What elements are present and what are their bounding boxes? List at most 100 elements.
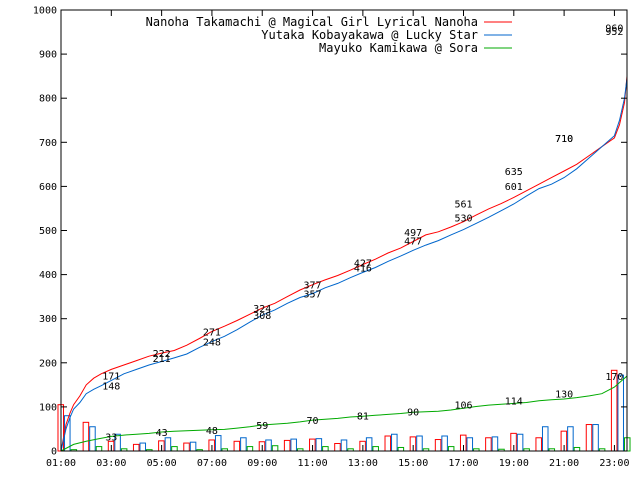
data-label: 106 <box>454 400 472 411</box>
data-label: 70 <box>307 416 319 427</box>
data-label: 601 <box>505 182 523 193</box>
data-label: 324 <box>253 304 271 315</box>
data-label: 416 <box>354 264 372 275</box>
y-tick-label: 900 <box>39 50 57 61</box>
data-label: 357 <box>304 290 322 301</box>
hourly-bar <box>265 439 272 452</box>
hourly-bar <box>290 438 297 452</box>
data-label: 114 <box>505 397 523 408</box>
hourly-bar <box>240 437 247 452</box>
hourly-bar <box>384 435 392 452</box>
x-tick-label: 01:00 <box>46 458 76 469</box>
data-label: 59 <box>256 421 268 432</box>
y-tick-label: 600 <box>39 182 57 193</box>
x-tick-label: 23:00 <box>599 458 629 469</box>
hourly-bar <box>334 443 341 452</box>
data-label: 497 <box>404 228 422 239</box>
legend-label: Nanoha Takamachi @ Magical Girl Lyrical … <box>146 15 478 29</box>
hourly-bar <box>322 446 329 452</box>
lines-layer <box>60 76 628 452</box>
data-label: 222 <box>153 349 171 360</box>
x-tick-label: 19:00 <box>499 458 529 469</box>
hourly-bar <box>283 439 291 452</box>
legend-label: Yutaka Kobayakawa @ Lucky Star <box>261 28 478 42</box>
hourly-bar <box>447 446 455 452</box>
hourly-bar <box>391 433 398 452</box>
y-tick-label: 500 <box>39 226 57 237</box>
hourly-bar <box>491 436 499 452</box>
data-label: 561 <box>454 200 472 211</box>
y-tick-label: 1000 <box>33 6 57 17</box>
hourly-bar <box>340 439 348 452</box>
hourly-bar <box>416 435 423 452</box>
x-tick-label: 07:00 <box>197 458 227 469</box>
hourly-bar <box>271 445 279 452</box>
y-tick-label: 700 <box>39 138 57 149</box>
x-tick-label: 15:00 <box>398 458 428 469</box>
y-tick-label: 200 <box>39 358 57 369</box>
x-tick-label: 21:00 <box>549 458 579 469</box>
y-tick-label: 0 <box>51 447 57 458</box>
x-axis: 01:00 03:00 05:00 07:00 09:00 11:00 13:00 15:00… <box>46 10 629 469</box>
data-label: 43 <box>156 428 168 439</box>
hourly-bar <box>89 426 96 452</box>
hourly-bar <box>365 437 373 452</box>
data-label: 710 <box>555 134 573 145</box>
bars-layer <box>57 369 631 452</box>
hourly-bar <box>441 435 448 452</box>
hourly-bar <box>573 446 581 452</box>
data-label: 248 <box>203 338 221 349</box>
data-label: 271 <box>203 327 221 338</box>
data-label: 148 <box>102 382 120 393</box>
data-label: 710 <box>555 134 573 145</box>
hourly-bar <box>617 374 624 452</box>
x-tick-label: 13:00 <box>348 458 378 469</box>
data-label: 952 <box>605 27 623 38</box>
hourly-bar <box>214 435 222 452</box>
hourly-bar <box>189 441 197 452</box>
hourly-bar <box>315 438 323 452</box>
data-label: 530 <box>454 213 472 224</box>
hourly-bar <box>139 442 147 452</box>
y-tick-label: 100 <box>39 402 57 413</box>
y-tick-label: 300 <box>39 314 57 325</box>
legend: Nanoha Takamachi @ Magical Girl Lyrical … <box>146 15 512 55</box>
hourly-bar <box>585 424 593 452</box>
x-tick-label: 09:00 <box>247 458 277 469</box>
x-tick-label: 05:00 <box>147 458 177 469</box>
data-label: 130 <box>555 390 573 401</box>
hourly-bar <box>372 446 379 452</box>
hourly-bar <box>233 440 241 452</box>
hourly-bar <box>466 437 474 452</box>
hourly-bar <box>567 426 574 452</box>
x-tick-label: 03:00 <box>96 458 126 469</box>
hourly-bar <box>183 442 190 452</box>
data-label: 211 <box>153 354 171 365</box>
series-line <box>60 76 628 452</box>
hourly-bar <box>434 439 442 452</box>
x-tick-label: 17:00 <box>448 458 478 469</box>
hourly-bar <box>485 437 492 452</box>
y-axis: 0 100 200 300 400 500 600 700 800 900 1000 <box>33 6 627 458</box>
hourly-bar <box>164 437 172 452</box>
legend-label: Mayuko Kamikawa @ Sora <box>319 41 478 55</box>
hourly-bar <box>516 433 524 452</box>
hourly-bar <box>82 421 90 452</box>
data-label: 33 <box>105 432 117 443</box>
data-label: 90 <box>407 407 419 418</box>
y-tick-label: 400 <box>39 270 57 281</box>
hourly-bar <box>246 446 254 452</box>
data-labels-layer: 171 222 271 324 377 427 497 561 635 710 960 148 211 2… <box>102 24 623 444</box>
data-label: 170 <box>605 372 623 383</box>
data-label: 81 <box>357 411 369 422</box>
hourly-bar <box>132 443 140 452</box>
data-label: 477 <box>404 237 422 248</box>
hourly-bar <box>535 437 542 452</box>
hourly-bar <box>592 424 599 452</box>
data-label: 308 <box>253 311 271 322</box>
data-label: 427 <box>354 259 372 270</box>
hourly-bar <box>541 426 549 452</box>
data-label: 377 <box>304 281 322 292</box>
x-tick-label: 11:00 <box>298 458 328 469</box>
